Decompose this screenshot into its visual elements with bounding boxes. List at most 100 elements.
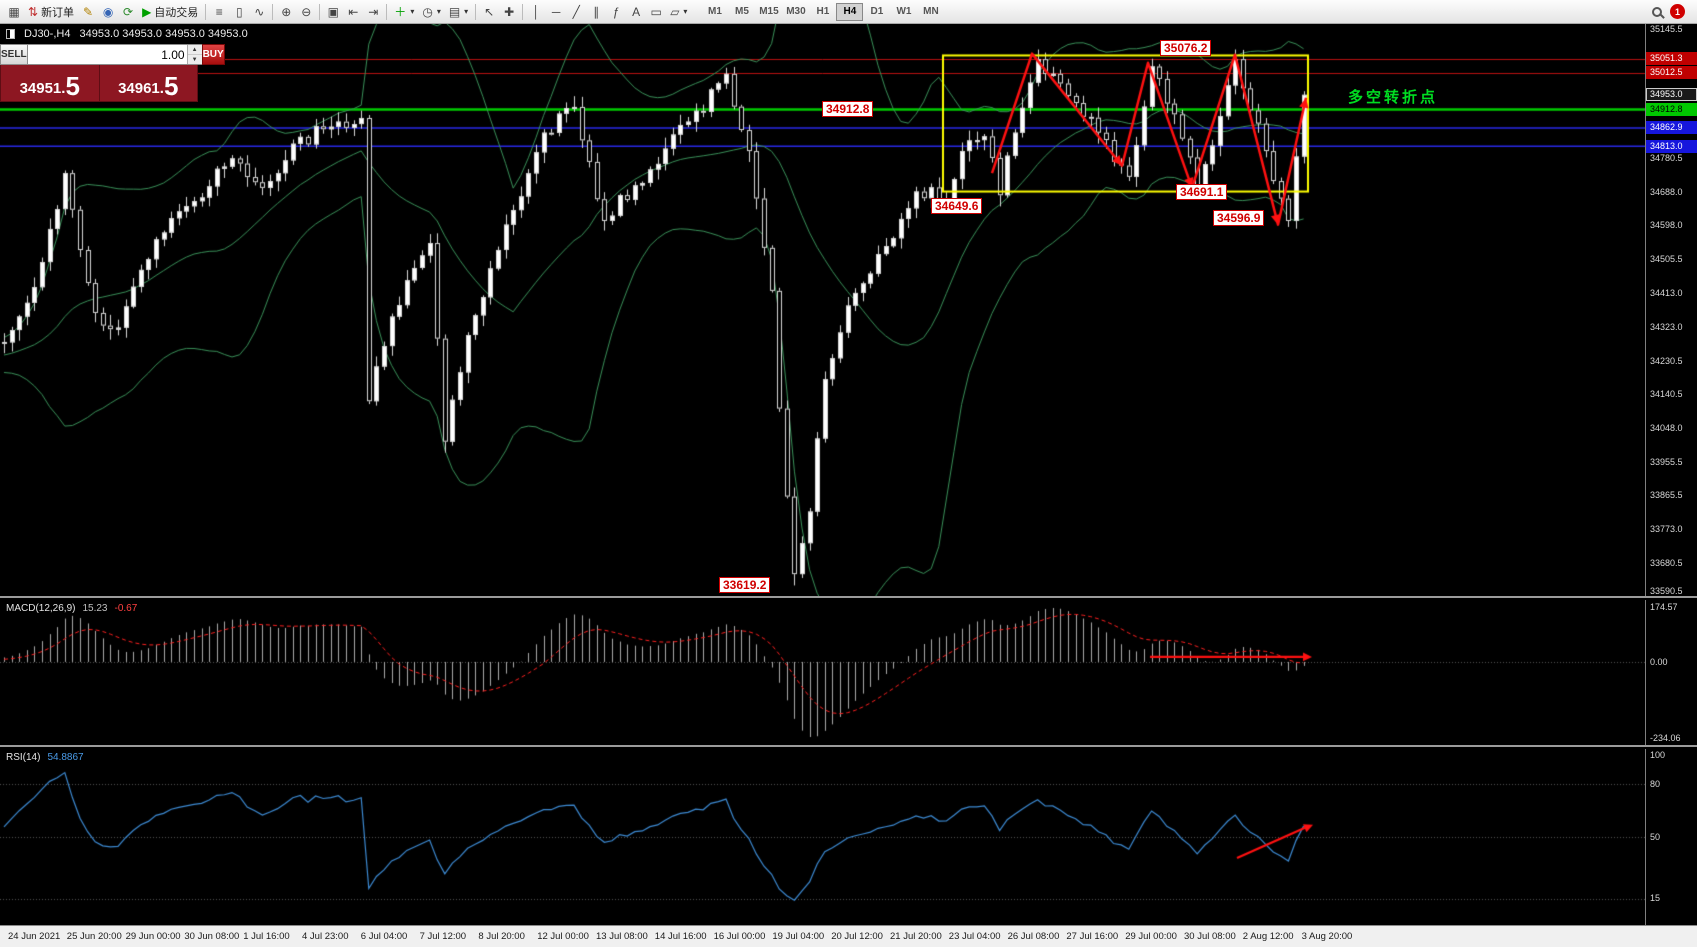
zoom-in-button[interactable]: ⊕: [276, 2, 296, 22]
main-chart-canvas[interactable]: [0, 24, 1645, 596]
tile-windows-button[interactable]: ▣: [323, 2, 343, 22]
refresh-button[interactable]: ⟳: [118, 2, 138, 22]
bars-chart-button[interactable]: ≡: [209, 2, 229, 22]
chart-shift-icon: ⇥: [368, 4, 379, 19]
candlestick-chart-button[interactable]: ▯: [229, 2, 249, 22]
timeframe-h4-button[interactable]: H4: [836, 2, 864, 21]
rsi-level-80: 80: [1650, 779, 1661, 789]
price-scale[interactable]: 35145.5 34780.5 34688.0 34598.0 34505.5 34413…: [1645, 24, 1697, 596]
toolbar-separator: [475, 3, 477, 20]
main-chart-plot: DJ30-,H4 34953.0 34953.0 34953.0 34953.0…: [0, 24, 1645, 596]
macd-canvas[interactable]: [0, 600, 1645, 745]
toolbar-separator: [205, 3, 207, 20]
autotrading-button[interactable]: ▶ 自动交易: [138, 2, 202, 22]
price-annotation-label[interactable]: 34691.1: [1176, 184, 1228, 200]
cursor-button[interactable]: ↖: [479, 2, 499, 22]
bid-price: 34951. 5: [1, 65, 99, 101]
rsi-scale[interactable]: 100 80 50 15: [1645, 749, 1697, 925]
indicators-button[interactable]: ＋ ▾: [390, 2, 418, 22]
timeframe-m5-button[interactable]: M5: [734, 6, 749, 17]
time-label: 2 Aug 12:00: [1242, 931, 1294, 942]
volume-decrease-button[interactable]: ▼: [187, 55, 202, 64]
chart-shift-button[interactable]: ⇥: [363, 2, 383, 22]
profiles-button[interactable]: ◉: [98, 2, 118, 22]
price-tag: 34862.9: [1646, 121, 1697, 135]
trendline-icon: ╱: [572, 4, 580, 19]
price-annotation-label[interactable]: 33619.2: [719, 577, 771, 593]
timeframe-m1-button[interactable]: M1: [707, 6, 722, 17]
ask-price: 34961. 5: [98, 65, 198, 101]
timeframe-w1-button[interactable]: W1: [896, 6, 912, 17]
price-tick: 34505.5: [1650, 254, 1683, 265]
text-tool-button[interactable]: A: [626, 2, 646, 22]
price-annotation-label[interactable]: 34596.9: [1213, 210, 1265, 226]
zoom-out-button[interactable]: ⊖: [296, 2, 316, 22]
crosshair-button[interactable]: ✚: [499, 2, 519, 22]
line-chart-button[interactable]: ∿: [249, 2, 269, 22]
text-tool-icon: A: [632, 4, 641, 19]
time-axis[interactable]: 24 Jun 2021 25 Jun 20:00 29 Jun 00:00 30 Ju…: [0, 925, 1697, 947]
macd-label: MACD(12,26,9) 15.23 -0.67: [6, 603, 137, 614]
label-tool-icon: ▭: [650, 4, 662, 19]
candlestick-chart-icon: ▯: [235, 4, 243, 19]
rsi-canvas[interactable]: [0, 749, 1645, 925]
macd-value: 15.23: [82, 603, 108, 614]
horizontal-line-icon: ─: [551, 4, 561, 19]
search-icon[interactable]: [1652, 6, 1662, 17]
metaeditor-button[interactable]: ✎: [78, 2, 98, 22]
rsi-level-50: 50: [1650, 832, 1661, 842]
price-tick: 33773.0: [1650, 523, 1683, 534]
templates-button[interactable]: ▤ ▾: [445, 2, 472, 22]
timeframe-h1-button[interactable]: H1: [816, 6, 830, 17]
time-label: 13 Jul 08:00: [596, 931, 648, 942]
auto-scroll-icon: ⇤: [348, 4, 359, 19]
horizontal-line-button[interactable]: ─: [546, 2, 566, 22]
macd-scale[interactable]: 174.57 0.00 -234.06: [1645, 600, 1697, 745]
price-tag: 34912.8: [1646, 103, 1697, 117]
auto-scroll-button[interactable]: ⇤: [343, 2, 363, 22]
sell-button[interactable]: SELL: [0, 44, 28, 65]
turning-point-note[interactable]: 多空转折点: [1348, 89, 1439, 106]
periods-button[interactable]: ◷ ▾: [418, 2, 445, 22]
price-tick: 34413.0: [1650, 288, 1683, 299]
timeframe-mn-button[interactable]: MN: [923, 6, 939, 17]
price-annotation-label[interactable]: 34912.8: [822, 101, 874, 117]
price-annotation-label[interactable]: 35076.2: [1160, 40, 1212, 56]
shapes-button[interactable]: ▱ ▾: [666, 2, 691, 22]
indicators-icon: ＋: [394, 5, 407, 19]
new-chart-icon: ▦: [8, 4, 20, 19]
macd-plot: MACD(12,26,9) 15.23 -0.67: [0, 600, 1645, 745]
price-tick: 33865.5: [1650, 489, 1683, 500]
time-label: 12 Jul 00:00: [537, 931, 589, 942]
time-label: 29 Jul 00:00: [1125, 931, 1177, 942]
macd-scale-top: 174.57: [1650, 602, 1678, 612]
vertical-line-button[interactable]: │: [526, 2, 546, 22]
price-tick: 33680.5: [1650, 557, 1683, 568]
time-label: 6 Jul 04:00: [360, 931, 408, 942]
one-click-trading-panel: SELL ▲ ▼ BUY 34951. 5: [0, 44, 225, 102]
new-order-button[interactable]: ⇅ 新订单: [24, 2, 78, 22]
bars-chart-icon: ≡: [215, 4, 223, 19]
new-order-icon: ⇅: [28, 4, 39, 19]
time-label: 16 Jul 00:00: [713, 931, 766, 942]
toolbar-separator: [319, 3, 321, 20]
buy-button[interactable]: BUY: [201, 44, 225, 65]
label-tool-button[interactable]: ▭: [646, 2, 666, 22]
equidistant-channel-button[interactable]: ∥: [586, 2, 606, 22]
volume-input[interactable]: [27, 45, 187, 64]
price-annotation-label[interactable]: 34649.6: [931, 198, 983, 214]
tile-windows-icon: ▣: [327, 4, 339, 19]
timeframe-m30-button[interactable]: M30: [786, 6, 806, 17]
profiles-icon: ◉: [102, 4, 114, 19]
timeframe-d1-button[interactable]: D1: [870, 6, 884, 17]
rsi-level-100: 100: [1650, 750, 1666, 760]
new-chart-button[interactable]: ▦: [4, 2, 24, 22]
timeframe-m15-button[interactable]: M15: [759, 6, 779, 17]
notification-badge[interactable]: 1: [1670, 4, 1685, 19]
volume-increase-button[interactable]: ▲: [187, 45, 202, 55]
rsi-name: RSI(14): [6, 752, 41, 763]
rsi-label: RSI(14) 54.8867: [6, 752, 84, 763]
timeframe-toolbar: M1 M5 M15 M30 H1 H4 D1 W1 MN: [701, 2, 944, 21]
fibonacci-button[interactable]: ƒ: [606, 2, 626, 22]
trendline-button[interactable]: ╱: [566, 2, 586, 22]
